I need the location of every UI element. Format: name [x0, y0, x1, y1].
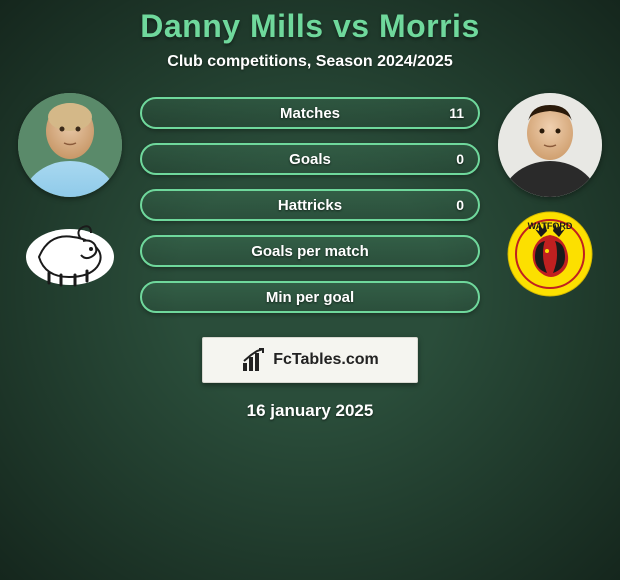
stat-label: Goals	[289, 151, 331, 168]
fctables-logo-icon	[241, 347, 267, 373]
stat-bar-goals: Goals 0	[140, 143, 480, 175]
left-club-badge	[19, 211, 121, 291]
player-avatar-placeholder-icon	[498, 93, 602, 197]
stat-bar-hattricks: Hattricks 0	[140, 189, 480, 221]
stat-label: Min per goal	[266, 289, 354, 306]
stat-label: Goals per match	[251, 243, 369, 260]
stat-value-right: 0	[456, 197, 464, 213]
stat-label: Matches	[280, 105, 340, 122]
site-name: FcTables.com	[273, 351, 379, 369]
page-subtitle: Club competitions, Season 2024/2025	[0, 53, 620, 71]
left-player-photo	[18, 93, 122, 197]
stat-value-right: 0	[456, 151, 464, 167]
stat-bar-goals-per-match: Goals per match	[140, 235, 480, 267]
derby-ram-icon	[19, 211, 121, 291]
watford-badge-icon: WATFORD	[499, 211, 601, 297]
date-text: 16 january 2025	[0, 401, 620, 421]
left-player-column	[18, 93, 122, 291]
stat-label: Hattricks	[278, 197, 342, 214]
right-club-badge: WATFORD	[499, 211, 601, 297]
main-content: Danny Mills vs Morris Club competitions,…	[0, 0, 620, 421]
stat-value-right: 11	[449, 105, 464, 121]
page-title: Danny Mills vs Morris	[0, 8, 620, 45]
svg-text:WATFORD: WATFORD	[528, 221, 573, 231]
site-badge[interactable]: FcTables.com	[202, 337, 418, 383]
stats-area: Matches 11 Goals 0 Hattricks 0 Goals per…	[0, 93, 620, 313]
right-player-column: WATFORD	[498, 93, 602, 297]
player-avatar-placeholder-icon	[18, 93, 122, 197]
stat-bars: Matches 11 Goals 0 Hattricks 0 Goals per…	[140, 93, 480, 313]
stat-bar-min-per-goal: Min per goal	[140, 281, 480, 313]
stat-bar-matches: Matches 11	[140, 97, 480, 129]
right-player-photo	[498, 93, 602, 197]
